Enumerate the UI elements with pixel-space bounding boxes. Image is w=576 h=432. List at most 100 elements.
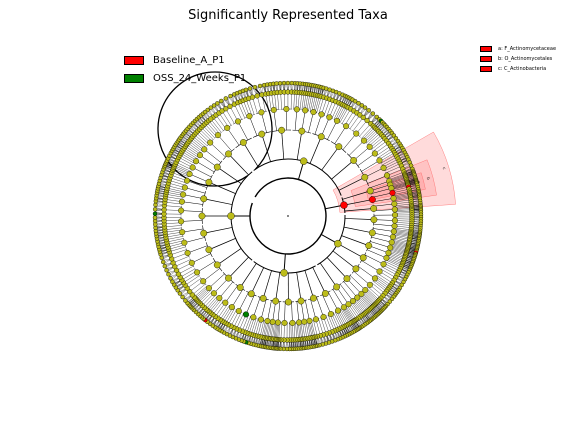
tree-node — [247, 290, 255, 298]
tree-edge — [338, 176, 365, 191]
tree-edge — [167, 187, 184, 193]
tree-edge — [296, 322, 299, 340]
green-node — [152, 211, 158, 216]
tree-edge — [327, 291, 339, 311]
tree-node — [160, 259, 166, 265]
tree-node — [358, 290, 365, 297]
chart-title: Significantly Represented Taxa — [188, 8, 388, 23]
tree-edge — [373, 279, 388, 290]
tree-node — [280, 269, 288, 277]
tree-edge — [389, 250, 406, 257]
tree-node — [223, 106, 229, 112]
tree-node — [183, 298, 188, 303]
tree-edge — [392, 191, 410, 195]
tree-edge — [348, 140, 365, 156]
tree-edge — [209, 142, 226, 158]
tree-node — [153, 202, 158, 208]
tree-edge — [394, 199, 411, 203]
tree-edge — [373, 223, 395, 227]
tree-edge — [250, 267, 265, 294]
tree-edge — [250, 318, 257, 335]
tree-edge — [341, 108, 351, 124]
tree-edge — [337, 243, 364, 258]
tree-edge — [272, 322, 275, 340]
tree-node — [383, 254, 390, 261]
tree-edge — [327, 120, 338, 140]
tree-edge — [204, 294, 216, 308]
tree-node — [353, 130, 360, 137]
tree-node — [306, 317, 313, 324]
tree-node — [194, 269, 201, 276]
tree-edge — [344, 306, 354, 322]
tree-edge — [394, 222, 412, 224]
tree-edge — [314, 95, 320, 113]
tree-edge — [387, 254, 404, 262]
tree-edge — [389, 249, 406, 256]
tree-edge — [293, 322, 296, 340]
tree-edge — [366, 131, 379, 144]
tree-node — [249, 94, 256, 100]
tree-edge — [393, 196, 411, 200]
tree-edge — [192, 136, 207, 148]
tree-edge — [389, 248, 407, 255]
tree-edge — [346, 305, 357, 320]
tree-edge — [359, 123, 371, 137]
tree-node — [366, 143, 373, 150]
highlight-labels: c ba — [416, 166, 447, 184]
tree-edge — [181, 210, 203, 212]
tree-node — [227, 212, 235, 220]
tree-edge — [174, 165, 191, 173]
tree-edge — [181, 271, 197, 281]
tree-node — [179, 229, 186, 236]
tree-edge — [367, 249, 387, 259]
tree-node — [376, 268, 383, 275]
tree-edge — [316, 297, 324, 318]
tree-node — [326, 114, 333, 121]
tree-edge — [376, 275, 392, 286]
tree-edge — [212, 117, 224, 131]
tree-node — [391, 223, 398, 230]
tree-node — [216, 295, 223, 302]
tree-edge — [184, 147, 199, 158]
tree-edge — [361, 160, 380, 172]
tree-node — [258, 130, 266, 138]
tree-edge — [255, 319, 261, 336]
tree-node — [387, 244, 394, 251]
tree-edge — [217, 304, 228, 319]
tree-edge — [387, 171, 405, 179]
tree-edge — [182, 228, 204, 233]
tree-node — [243, 87, 249, 93]
tree-edge — [308, 112, 314, 133]
tree-node — [166, 272, 171, 277]
tree-node — [178, 218, 185, 225]
tree-node — [376, 157, 383, 164]
tree-edge — [377, 148, 393, 158]
tree-edge — [389, 177, 406, 183]
tree-node — [254, 93, 260, 99]
tree-edge — [244, 316, 251, 333]
tree-node — [162, 263, 168, 269]
tree-node — [298, 127, 306, 135]
tree-edge — [308, 94, 312, 112]
taxa-legend-item-c: c: C_Actinobacteria — [480, 64, 556, 73]
tree-edge — [349, 303, 360, 318]
tree-node — [284, 298, 292, 306]
tree-node — [312, 316, 319, 323]
tree-edge — [237, 121, 249, 141]
tree-edge — [306, 93, 311, 111]
tree-edge — [373, 228, 394, 232]
tree-node — [178, 198, 185, 205]
tree-edge — [392, 240, 409, 245]
tree-node — [219, 98, 224, 104]
tree-edge — [390, 182, 408, 188]
group-legend: Baseline_A_P1 OSS_24_Weeks_P1 — [124, 52, 246, 88]
tree-node — [164, 268, 169, 273]
tree-edge — [274, 92, 277, 110]
tree-node — [193, 158, 200, 165]
tree-edge — [370, 241, 391, 248]
tree-node — [359, 103, 365, 108]
tree-node — [170, 279, 175, 284]
tree-node — [333, 283, 341, 291]
tree-node — [281, 80, 287, 86]
tree-edge — [215, 114, 227, 129]
